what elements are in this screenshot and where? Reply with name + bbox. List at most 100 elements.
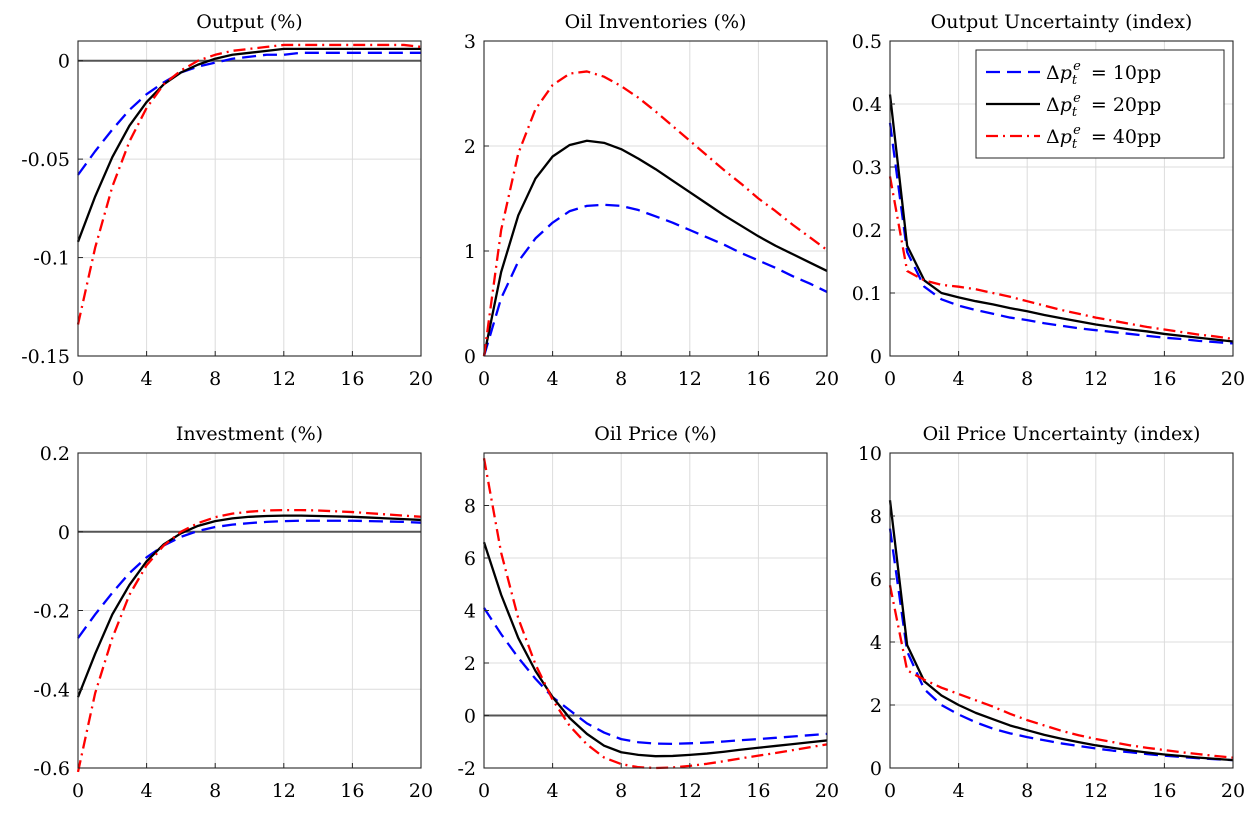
y-tick-label: 0.2 — [40, 443, 70, 465]
y-tick-label: 0.4 — [852, 94, 882, 116]
y-tick-label: 2 — [464, 136, 476, 158]
x-tick-label: 0 — [884, 780, 896, 802]
y-tick-label: 6 — [464, 548, 476, 570]
x-tick-label: 4 — [547, 368, 559, 390]
y-tick-label: -0.05 — [21, 149, 70, 171]
series-line-40pp — [482, 70, 828, 357]
y-tick-label: -0.6 — [33, 758, 70, 780]
x-tick-label: 12 — [272, 368, 296, 390]
panel-1: 0 4 8 12 16 20 -0.15 -0.1 -0.05 0 Output (%) — [21, 11, 433, 390]
x-tick-label: 0 — [884, 368, 896, 390]
x-tick-label: 0 — [478, 368, 490, 390]
series-line-40pp — [888, 176, 1234, 341]
series-line-20pp — [888, 500, 1234, 762]
panel-title: Oil Price Uncertainty (index) — [923, 423, 1201, 445]
series-line-20pp — [76, 47, 421, 243]
series-line-10pp — [482, 203, 828, 357]
x-tick-label: 0 — [72, 780, 84, 802]
y-tick-label: -0.1 — [33, 248, 70, 270]
y-tick-label: 0.1 — [852, 283, 882, 305]
x-tick-label: 12 — [1084, 780, 1108, 802]
panel-6: 0 4 8 12 16 20 0 2 4 6 8 10 Oil Price Uncertainty (i… — [858, 423, 1245, 802]
series-line-10pp — [483, 607, 828, 745]
panel-title: Investment (%) — [176, 423, 323, 445]
y-tick-label: 0.2 — [852, 220, 882, 242]
x-tick-label: 12 — [272, 780, 296, 802]
x-tick-label: 4 — [953, 780, 965, 802]
x-tick-label: 20 — [409, 368, 433, 390]
x-tick-label: 16 — [1152, 780, 1176, 802]
y-tick-label: 10 — [858, 443, 882, 465]
y-tick-label: 1 — [464, 241, 476, 263]
series-line-40pp — [76, 43, 422, 325]
x-tick-label: 8 — [1021, 368, 1033, 390]
series-line-10pp — [77, 519, 422, 639]
y-tick-label: -0.15 — [21, 346, 70, 368]
x-tick-label: 12 — [1084, 368, 1108, 390]
legend-label-10pp: Δpte = 10pp — [1046, 59, 1161, 88]
x-tick-label: 16 — [746, 368, 770, 390]
series-line-20pp — [482, 139, 828, 357]
x-tick-label: 12 — [678, 368, 702, 390]
legend-label-20pp: Δpte = 20pp — [1046, 91, 1161, 120]
axes-box — [77, 40, 422, 357]
y-tick-label: 0 — [464, 706, 476, 728]
x-tick-label: 8 — [615, 780, 627, 802]
x-tick-label: 20 — [1221, 780, 1245, 802]
x-tick-label: 20 — [815, 368, 839, 390]
x-tick-label: 8 — [209, 780, 221, 802]
series-line-40pp — [482, 458, 828, 770]
x-tick-label: 16 — [340, 368, 364, 390]
x-tick-label: 0 — [478, 780, 490, 802]
x-tick-label: 4 — [141, 780, 153, 802]
panel-4: 0 4 8 12 16 20 -0.6 -0.4 -0.2 0 0.2 Investment (%) — [33, 423, 433, 802]
x-tick-label: 16 — [746, 780, 770, 802]
series-line-40pp — [888, 585, 1234, 759]
y-tick-label: 0 — [870, 346, 882, 368]
x-tick-label: 12 — [678, 780, 702, 802]
y-tick-label: 0.5 — [852, 31, 882, 53]
y-tick-label: 2 — [870, 695, 882, 717]
panel-title: Oil Inventories (%) — [565, 11, 747, 33]
x-tick-label: 20 — [409, 780, 433, 802]
y-tick-label: 4 — [464, 601, 476, 623]
y-tick-label: 8 — [464, 496, 476, 518]
y-tick-label: 0 — [464, 346, 476, 368]
series-line-20pp — [888, 94, 1234, 343]
y-tick-label: 0.3 — [852, 157, 882, 179]
x-tick-label: 16 — [1152, 368, 1176, 390]
y-tick-label: 4 — [870, 632, 882, 654]
legend: Δpte = 10pp Δpte = 20pp Δpte = 40pp — [975, 49, 1225, 159]
x-tick-label: 20 — [1221, 368, 1245, 390]
x-tick-label: 4 — [547, 780, 559, 802]
panel-title: Output (%) — [196, 11, 302, 33]
panel-3: 0 4 8 12 16 20 0 0.1 0.2 0.3 0.4 0.5 Output Uncertai… — [852, 11, 1245, 390]
x-tick-label: 4 — [953, 368, 965, 390]
y-tick-label: 0 — [58, 522, 70, 544]
series-line-40pp — [76, 508, 422, 773]
series-line-20pp — [482, 541, 828, 758]
y-tick-label: 0 — [58, 51, 70, 73]
x-tick-label: 8 — [1021, 780, 1033, 802]
panel-title: Output Uncertainty (index) — [931, 11, 1193, 33]
y-tick-label: 8 — [870, 506, 882, 528]
x-tick-label: 0 — [72, 368, 84, 390]
y-tick-label: -2 — [457, 758, 476, 780]
y-tick-label: -0.4 — [33, 679, 70, 701]
axes-box — [889, 452, 1234, 769]
x-tick-label: 16 — [340, 780, 364, 802]
series-line-10pp — [888, 122, 1234, 345]
x-tick-label: 4 — [141, 368, 153, 390]
axes-box — [889, 40, 1234, 357]
legend-label-40pp: Δpte = 40pp — [1046, 123, 1161, 152]
y-tick-label: 6 — [870, 569, 882, 591]
x-tick-label: 8 — [209, 368, 221, 390]
axes-box — [483, 40, 828, 357]
y-tick-label: -0.2 — [33, 601, 70, 623]
series-line-20pp — [76, 514, 422, 698]
x-tick-label: 20 — [815, 780, 839, 802]
y-tick-label: 2 — [464, 653, 476, 675]
